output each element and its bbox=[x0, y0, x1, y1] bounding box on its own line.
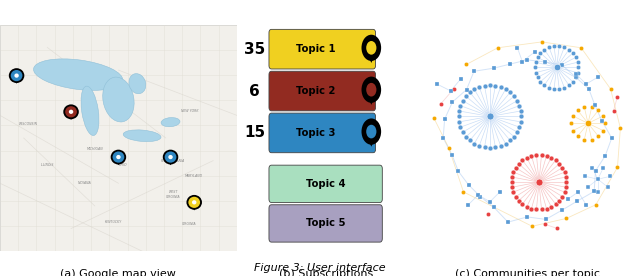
Text: (b) Subscriptions: (b) Subscriptions bbox=[278, 269, 372, 276]
Polygon shape bbox=[367, 53, 376, 63]
Circle shape bbox=[9, 68, 24, 83]
Text: (c) Communities per topic: (c) Communities per topic bbox=[454, 269, 600, 276]
Text: 35: 35 bbox=[244, 42, 265, 57]
Ellipse shape bbox=[161, 118, 180, 127]
FancyBboxPatch shape bbox=[269, 113, 376, 153]
Ellipse shape bbox=[81, 86, 99, 136]
Circle shape bbox=[113, 152, 124, 163]
Text: OHIO: OHIO bbox=[119, 163, 127, 167]
Circle shape bbox=[366, 125, 376, 138]
Text: Topic 5: Topic 5 bbox=[306, 218, 346, 229]
Circle shape bbox=[362, 118, 381, 145]
Text: (a) Google map view: (a) Google map view bbox=[61, 269, 177, 276]
FancyBboxPatch shape bbox=[269, 29, 376, 69]
Text: INDIANA: INDIANA bbox=[78, 181, 92, 185]
Text: ILLINOIS: ILLINOIS bbox=[40, 163, 54, 167]
Polygon shape bbox=[367, 95, 376, 105]
Text: Topic 2: Topic 2 bbox=[296, 86, 335, 96]
Text: 15: 15 bbox=[244, 125, 265, 140]
Circle shape bbox=[362, 76, 381, 103]
FancyBboxPatch shape bbox=[269, 165, 382, 203]
Circle shape bbox=[168, 155, 173, 159]
Polygon shape bbox=[168, 161, 173, 165]
Circle shape bbox=[164, 152, 177, 163]
Circle shape bbox=[362, 35, 381, 61]
FancyBboxPatch shape bbox=[0, 25, 237, 251]
Text: NEW YORK: NEW YORK bbox=[180, 109, 198, 113]
Polygon shape bbox=[13, 79, 19, 84]
Ellipse shape bbox=[124, 130, 161, 142]
Text: VIRGINIA: VIRGINIA bbox=[182, 222, 196, 226]
Text: Topic 4: Topic 4 bbox=[306, 179, 346, 189]
Circle shape bbox=[11, 70, 22, 81]
Ellipse shape bbox=[102, 77, 134, 122]
Text: MICHIGAN: MICHIGAN bbox=[86, 147, 103, 151]
Text: WISCONSIN: WISCONSIN bbox=[19, 123, 38, 126]
FancyBboxPatch shape bbox=[269, 71, 376, 111]
Ellipse shape bbox=[33, 59, 123, 90]
Circle shape bbox=[366, 41, 376, 55]
Text: Topic 3: Topic 3 bbox=[296, 128, 335, 138]
Circle shape bbox=[366, 83, 376, 97]
Circle shape bbox=[186, 195, 202, 210]
Text: 6: 6 bbox=[249, 84, 260, 99]
Circle shape bbox=[116, 155, 121, 159]
Text: MARYLAND: MARYLAND bbox=[185, 174, 204, 179]
Ellipse shape bbox=[129, 74, 146, 94]
Text: Figure 3: User interface: Figure 3: User interface bbox=[254, 263, 386, 273]
Polygon shape bbox=[116, 161, 122, 165]
Circle shape bbox=[188, 197, 200, 208]
Circle shape bbox=[69, 110, 74, 114]
Circle shape bbox=[163, 150, 179, 164]
Text: PENNSYLVANIA: PENNSYLVANIA bbox=[161, 159, 185, 163]
Text: KENTUCKY: KENTUCKY bbox=[105, 220, 122, 224]
Circle shape bbox=[63, 104, 79, 119]
Circle shape bbox=[192, 200, 196, 205]
FancyBboxPatch shape bbox=[269, 205, 382, 242]
Text: WEST
VIRGINIA: WEST VIRGINIA bbox=[166, 190, 180, 199]
Polygon shape bbox=[191, 206, 197, 210]
Polygon shape bbox=[68, 116, 74, 120]
Text: Topic 1: Topic 1 bbox=[296, 44, 335, 54]
Circle shape bbox=[14, 73, 19, 78]
Polygon shape bbox=[367, 137, 376, 147]
Circle shape bbox=[65, 106, 77, 117]
Circle shape bbox=[111, 150, 126, 164]
